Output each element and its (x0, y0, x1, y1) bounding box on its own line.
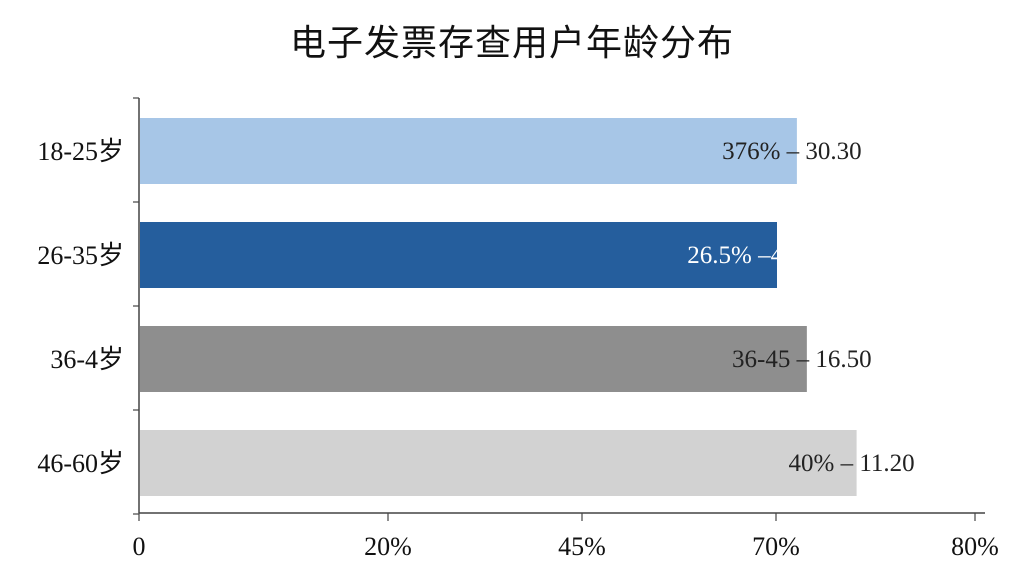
bar (140, 118, 797, 184)
x-tick-label: 80% (951, 532, 999, 561)
bar-value-label: 40% – 11.20 (789, 450, 915, 477)
x-tick-label: 20% (364, 532, 412, 561)
category-label: 26-35岁 (37, 241, 124, 270)
chart-title: 电子发票存查用户年龄分布 (289, 23, 734, 64)
bar (140, 222, 777, 288)
bar-value-label: 26.5% –4 10.70? (687, 242, 856, 269)
bar (140, 326, 807, 392)
bar (140, 430, 857, 496)
labels: 18-25岁 376% – 30.30 26-35岁 26.5% –4 10.70? 3… (37, 137, 914, 478)
bar-value-label: 376% – 30.30 (722, 138, 862, 165)
category-label: 18-25岁 (37, 137, 124, 166)
axes: 0 20% 45% 70% 80% (133, 97, 999, 561)
x-tick-label: 70% (752, 532, 800, 561)
category-label: 36-4岁 (50, 345, 124, 374)
bars (140, 118, 857, 496)
x-tick-label: 45% (558, 532, 606, 561)
category-label: 46-60岁 (37, 449, 124, 478)
x-tick-label: 0 (133, 532, 146, 561)
bar-value-label: 36-45 – 16.50 (732, 346, 872, 373)
